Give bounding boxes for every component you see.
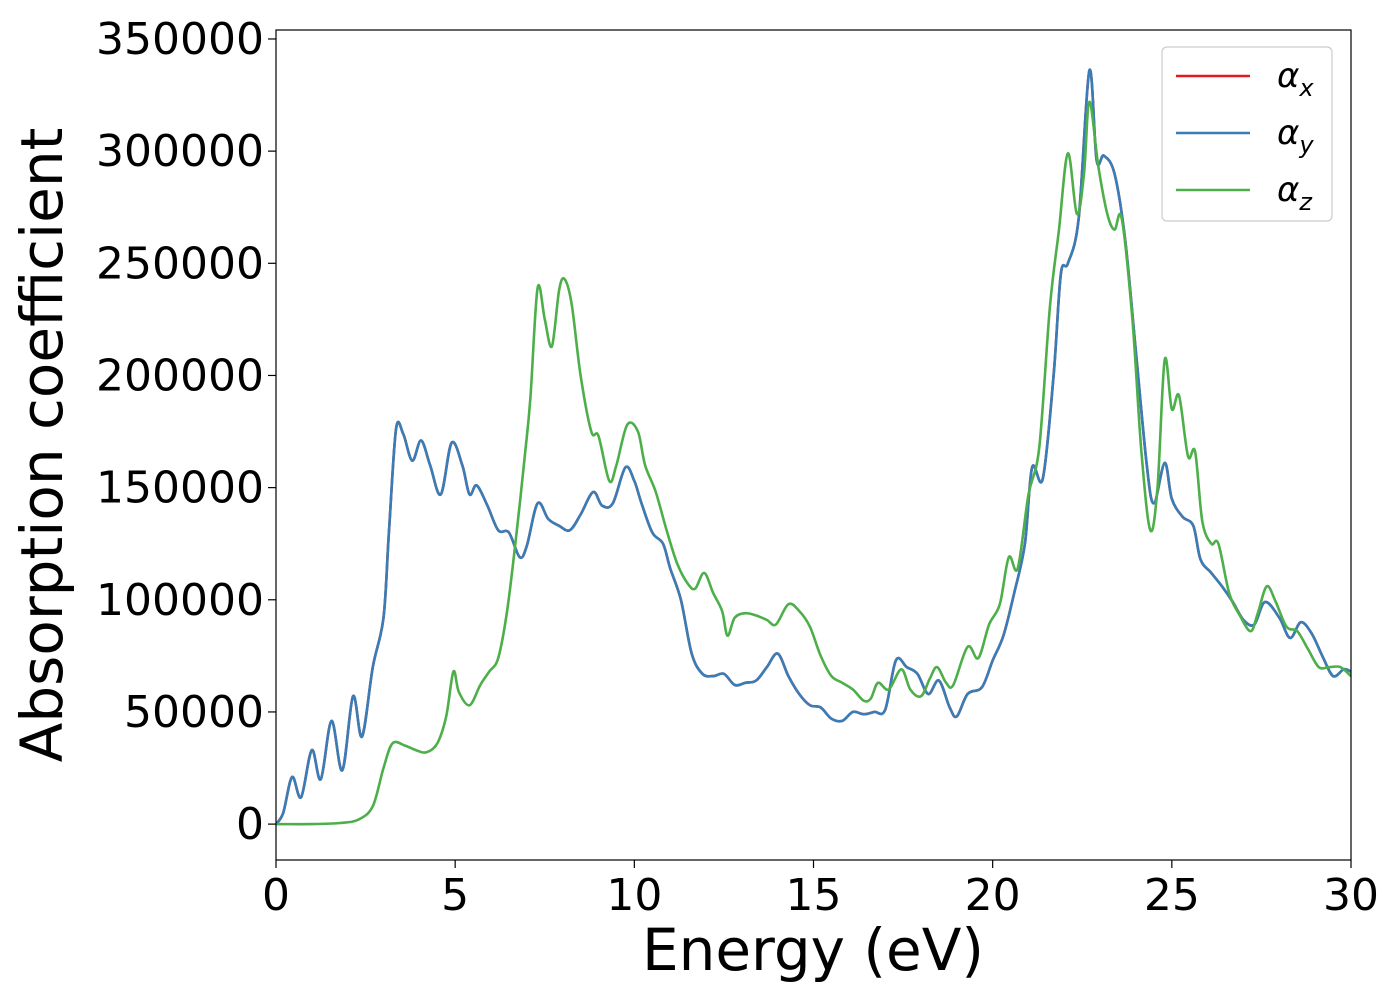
y-tick-label: 100000 bbox=[96, 575, 264, 626]
y-tick-label: 50000 bbox=[124, 687, 264, 738]
y-axis-label: Absorption coefficient bbox=[8, 128, 76, 763]
legend-label: αy bbox=[1277, 113, 1314, 159]
legend-label: αx bbox=[1277, 56, 1314, 102]
legend-item-alpha-x: αx bbox=[1176, 56, 1314, 102]
legend-label: αz bbox=[1277, 170, 1313, 216]
y-tick-label: 200000 bbox=[96, 350, 264, 401]
x-tick-label: 20 bbox=[965, 870, 1021, 921]
series-layer bbox=[276, 68, 1351, 826]
x-tick-label: 30 bbox=[1323, 870, 1379, 921]
x-tick-label: 0 bbox=[262, 870, 290, 921]
y-tick-label: 250000 bbox=[96, 238, 264, 289]
x-axis: 0 5 10 15 20 25 30 bbox=[262, 860, 1379, 921]
x-tick-label: 25 bbox=[1144, 870, 1200, 921]
x-tick-label: 5 bbox=[441, 870, 469, 921]
x-axis-label: Energy (eV) bbox=[642, 916, 984, 984]
series-line-alpha-y bbox=[276, 68, 1351, 826]
y-tick-label: 350000 bbox=[96, 14, 264, 65]
legend: αx αy αz bbox=[1161, 46, 1333, 222]
y-tick-label: 300000 bbox=[96, 126, 264, 177]
y-axis: 0 50000 100000 150000 200000 250000 300000 3500… bbox=[96, 14, 276, 850]
legend-item-alpha-y: αy bbox=[1176, 113, 1314, 159]
x-tick-label: 15 bbox=[786, 870, 842, 921]
legend-item-alpha-z: αz bbox=[1176, 170, 1313, 216]
y-tick-label: 150000 bbox=[96, 463, 264, 514]
y-tick-label: 0 bbox=[236, 799, 264, 850]
series-line-alpha-z bbox=[276, 100, 1351, 826]
x-tick-label: 10 bbox=[606, 870, 662, 921]
